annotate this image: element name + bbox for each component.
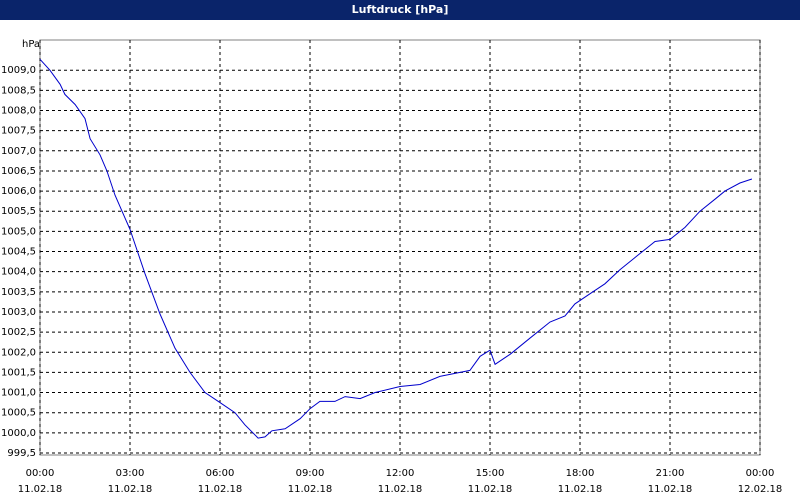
y-tick-label: 1001,0 [1,388,36,399]
y-tick-label: 1002,5 [1,327,36,338]
y-tick-label: 1003,5 [1,287,36,298]
x-tick-date: 11.02.18 [648,484,693,495]
x-tick-date: 12.02.18 [738,484,783,495]
x-tick-date: 11.02.18 [198,484,243,495]
y-tick-label: 1006,5 [1,166,36,177]
y-unit: hPa [22,39,40,50]
y-tick-label: 1008,0 [1,106,36,117]
x-tick-date: 11.02.18 [558,484,603,495]
x-tick-label: 00:00 [26,468,55,479]
x-tick-date: 11.02.18 [288,484,333,495]
y-tick-label: 1008,5 [1,85,36,96]
x-tick-label: 12:00 [386,468,415,479]
y-tick-label: 1004,0 [1,267,36,278]
y-tick-label: 1005,5 [1,206,36,217]
y-tick-label: 1001,5 [1,367,36,378]
data-line [39,58,753,439]
chart-title: Luftdruck [hPa] [352,3,449,16]
x-tick-label: 06:00 [206,468,235,479]
y-tick-label: 1000,5 [1,408,36,419]
x-tick-label: 03:00 [116,468,145,479]
x-tick-label: 21:00 [656,468,685,479]
y-tick-label: 1003,0 [1,307,36,318]
x-tick-date: 11.02.18 [108,484,153,495]
x-tick-date: 11.02.18 [18,484,63,495]
y-tick-label: 999,5 [7,448,36,459]
x-tick-date: 11.02.18 [468,484,513,495]
y-tick-label: 1000,0 [1,428,36,439]
y-tick-label: 1004,5 [1,247,36,258]
x-tick-label: 00:00 [746,468,775,479]
y-tick-label: 1007,5 [1,126,36,137]
y-tick-label: 1002,0 [1,347,36,358]
x-tick-label: 15:00 [476,468,505,479]
x-tick-date: 11.02.18 [378,484,423,495]
y-tick-label: 1006,0 [1,186,36,197]
x-tick-label: 18:00 [566,468,595,479]
y-tick-label: 1009,0 [1,65,36,76]
x-tick-label: 09:00 [296,468,325,479]
title-bar [0,0,800,20]
y-tick-label: 1007,0 [1,146,36,157]
y-tick-label: 1005,0 [1,226,36,237]
